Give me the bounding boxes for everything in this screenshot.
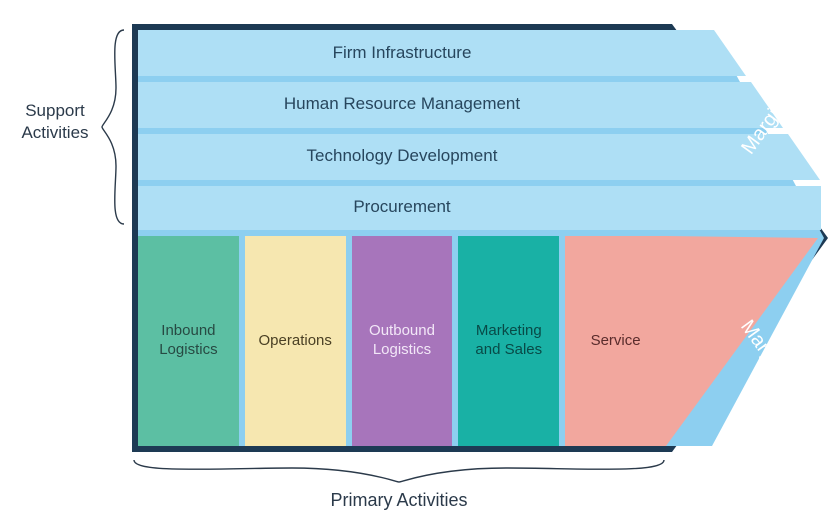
primary-col: Operations [245,236,346,446]
support-row-label: Procurement [138,185,666,231]
support-rows: Firm Infrastructure Human Resource Manag… [138,30,666,230]
support-row-label: Human Resource Management [138,82,666,128]
value-chain-diagram: SupportActivities Firm Infrastr [0,0,837,529]
primary-col-label: Outbound Logistics [356,322,449,360]
primary-col-label: Service [591,332,641,351]
bottom-brace [132,456,666,484]
support-row: Technology Development [138,133,666,179]
primary-col-label: Inbound Logistics [142,322,235,360]
support-row-label: Firm Infrastructure [138,30,666,76]
value-chain-arrow: Firm Infrastructure Human Resource Manag… [132,24,828,452]
support-activities-label: SupportActivities [10,100,100,144]
primary-col: Outbound Logistics [352,236,453,446]
primary-col-label: Marketing and Sales [462,322,555,360]
support-row: Human Resource Management [138,82,666,128]
left-brace [100,28,128,226]
primary-col: Inbound Logistics [138,236,239,446]
primary-columns: Inbound Logistics Operations Outbound Lo… [138,236,666,446]
primary-col: Marketing and Sales [458,236,559,446]
primary-activities-label: Primary Activities [132,490,666,511]
support-row: Firm Infrastructure [138,30,666,76]
support-row-label: Technology Development [138,133,666,179]
primary-col: Service [565,236,666,446]
primary-col-label: Operations [259,332,332,351]
support-row: Procurement [138,185,666,231]
